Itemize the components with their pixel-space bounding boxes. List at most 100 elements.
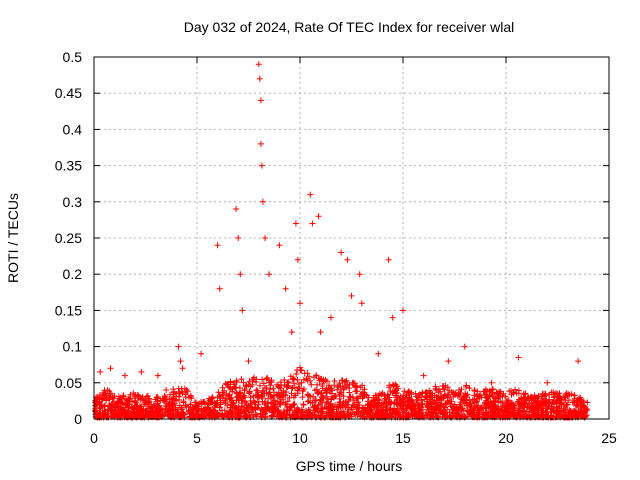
data-point	[237, 271, 244, 278]
y-tick-label: 0.1	[63, 339, 83, 355]
data-point	[431, 397, 438, 404]
data-point	[354, 406, 360, 413]
data-point	[242, 383, 249, 390]
data-point	[535, 393, 542, 399]
data-point	[304, 377, 311, 384]
data-point	[327, 401, 334, 408]
data-point	[263, 375, 270, 382]
data-point	[262, 401, 269, 408]
data-point	[154, 372, 161, 379]
data-point	[555, 411, 562, 418]
data-point	[323, 412, 330, 419]
data-point	[166, 408, 173, 415]
data-point	[304, 392, 311, 399]
data-point	[233, 377, 240, 384]
data-point	[98, 396, 105, 402]
data-point	[388, 399, 395, 406]
data-point	[492, 399, 499, 406]
x-tick-label: 20	[498, 430, 514, 446]
data-point	[229, 388, 236, 395]
data-point	[277, 385, 284, 392]
data-point	[180, 398, 187, 405]
data-point	[575, 358, 582, 365]
data-point	[356, 271, 363, 278]
data-point	[270, 385, 277, 392]
data-point	[133, 404, 140, 411]
data-point	[284, 398, 291, 405]
data-point	[489, 408, 496, 415]
data-point	[156, 406, 163, 413]
data-point	[452, 391, 459, 398]
data-point	[446, 387, 453, 394]
data-point	[430, 406, 437, 413]
data-point	[236, 385, 243, 391]
data-point	[326, 389, 333, 395]
data-point	[120, 393, 127, 400]
data-point	[277, 379, 284, 386]
data-point	[227, 378, 234, 385]
data-point	[323, 404, 329, 411]
data-point	[486, 388, 493, 395]
data-point	[112, 404, 119, 410]
data-point	[315, 402, 322, 408]
data-point	[487, 412, 494, 418]
data-point	[235, 403, 242, 410]
data-point	[207, 406, 214, 413]
x-tick-label: 25	[601, 430, 617, 446]
data-point	[474, 404, 481, 411]
data-point	[382, 395, 389, 402]
data-point	[291, 384, 298, 391]
data-point	[187, 409, 193, 416]
y-tick-label: 0.45	[55, 85, 82, 101]
data-point	[574, 411, 581, 418]
data-point	[101, 391, 108, 398]
data-point	[538, 398, 545, 405]
data-point	[503, 406, 510, 413]
data-point	[371, 399, 377, 406]
data-point	[426, 387, 433, 394]
data-point	[414, 401, 421, 408]
data-point	[152, 404, 159, 411]
y-tick-label: 0.5	[63, 49, 83, 65]
data-point	[245, 358, 252, 365]
y-tick-label: 0.25	[55, 230, 82, 246]
data-point	[298, 406, 305, 413]
data-point	[551, 393, 558, 400]
data-point	[121, 372, 128, 379]
data-point	[328, 410, 335, 416]
data-point	[319, 383, 326, 389]
data-point	[340, 402, 347, 408]
data-point	[568, 391, 575, 398]
data-point	[265, 377, 272, 384]
data-point	[515, 354, 522, 361]
data-point	[106, 388, 113, 395]
data-point	[385, 396, 392, 403]
data-point	[229, 407, 236, 414]
data-point	[171, 400, 178, 407]
data-point	[251, 374, 257, 381]
data-point	[379, 401, 385, 407]
data-point	[298, 379, 305, 386]
data-point	[417, 408, 424, 415]
chart-title: Day 032 of 2024, Rate Of TEC Index for r…	[184, 19, 514, 35]
data-point	[389, 314, 396, 321]
data-point	[299, 409, 306, 416]
data-point	[230, 400, 237, 407]
data-point	[291, 376, 297, 383]
data-point	[297, 364, 304, 371]
data-point	[401, 388, 408, 395]
data-point	[267, 391, 274, 398]
data-point	[389, 389, 396, 396]
data-point	[288, 329, 295, 336]
data-point	[239, 307, 246, 314]
data-point	[548, 413, 555, 420]
data-point	[393, 392, 399, 399]
data-point	[198, 350, 205, 357]
data-point	[440, 395, 446, 402]
data-point	[415, 402, 422, 408]
data-point	[404, 412, 411, 419]
data-point	[293, 371, 300, 377]
data-point	[320, 395, 327, 402]
data-point	[145, 392, 151, 399]
data-point	[412, 405, 418, 412]
